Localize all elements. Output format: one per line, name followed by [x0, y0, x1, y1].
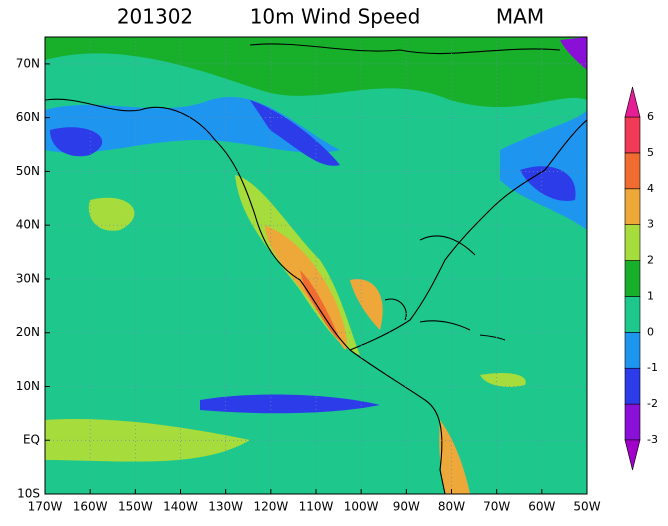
coastlines [45, 43, 587, 494]
y-tick-label: EQ [23, 433, 40, 447]
y-tick-label: 10N [16, 379, 40, 393]
y-tick-label: 70N [16, 56, 40, 70]
colorbar-segment [624, 332, 641, 369]
field-region [45, 419, 250, 462]
x-tick-label: 150W [118, 500, 153, 514]
field-region [50, 127, 103, 157]
colorbar-label: 0 [647, 325, 654, 338]
colorbar-label: 5 [647, 146, 654, 159]
field-region [560, 37, 587, 70]
colorbar-label: -2 [647, 397, 658, 410]
colorbar-segment [624, 403, 641, 441]
x-tick-label: 50W [573, 500, 600, 514]
colorbar-segment [624, 188, 641, 225]
field-region [200, 394, 380, 414]
colorbar-segment [624, 152, 641, 190]
y-tick-label: 60N [16, 110, 40, 124]
field-region [250, 100, 340, 166]
x-tick-label: 140W [163, 500, 198, 514]
coastline [45, 98, 446, 494]
y-tick-label: 40N [16, 218, 40, 232]
colorbar-label: -1 [647, 361, 658, 374]
coastline [419, 320, 506, 341]
colorbar-label: 3 [647, 218, 654, 231]
field-region [300, 270, 340, 340]
colorbar-segment [624, 260, 641, 297]
coastline [349, 119, 587, 351]
y-tick-label: 30N [16, 271, 40, 285]
field-region [350, 279, 383, 330]
y-tick-label: 50N [16, 164, 40, 178]
x-tick-label: 70W [483, 500, 510, 514]
colorbar-label: -3 [647, 433, 658, 446]
field-region [480, 373, 526, 387]
colorbar-label: 2 [647, 254, 654, 267]
title-variable: 10m Wind Speed [250, 5, 421, 29]
field-region [439, 420, 470, 494]
x-tick-label: 100W [344, 500, 379, 514]
y-tick-label: 10S [17, 487, 40, 501]
colorbar-extend-low [624, 439, 641, 471]
colorbar-segment [624, 367, 641, 405]
colorbar-label: 6 [647, 110, 654, 123]
x-tick-label: 120W [253, 500, 288, 514]
x-tick-label: 160W [73, 500, 108, 514]
x-tick-label: 130W [208, 500, 243, 514]
colorbar-extend-high [624, 86, 641, 118]
colorbar-segment [624, 224, 641, 261]
field-region [520, 166, 576, 201]
x-tick-label: 60W [528, 500, 555, 514]
x-tick-label: 90W [393, 500, 420, 514]
coastline [249, 43, 561, 55]
y-tick-label: 20N [16, 325, 40, 339]
x-tick-label: 80W [438, 500, 465, 514]
x-tick-label: 110W [299, 500, 334, 514]
title-season: MAM [496, 5, 544, 29]
coastline [384, 235, 476, 321]
field-region [88, 197, 135, 231]
colorbar-segment [624, 116, 641, 154]
title-date: 201302 [117, 5, 193, 29]
colorbar-label: 1 [647, 289, 654, 302]
colorbar-segment [624, 296, 641, 333]
x-tick-label: 170W [28, 500, 63, 514]
colorbar-label: 4 [647, 182, 654, 195]
